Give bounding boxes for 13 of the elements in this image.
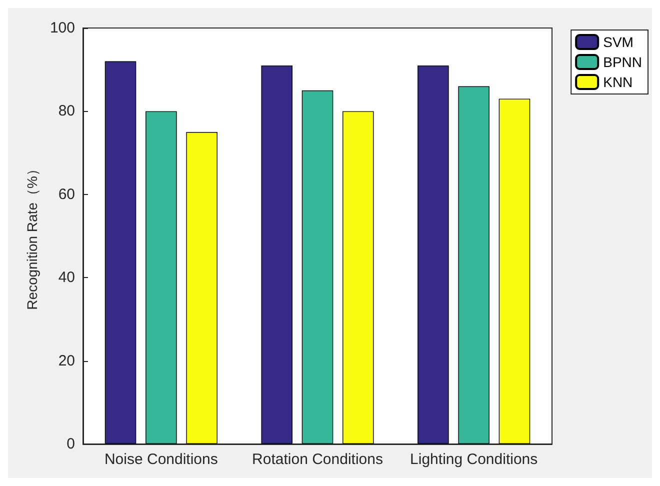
y-tick-label: 40 — [58, 269, 75, 286]
y-tick-label: 80 — [58, 102, 75, 120]
x-tick-label: Noise Conditions — [104, 451, 218, 468]
x-tick-label: Rotation Conditions — [252, 451, 383, 468]
x-tick-label: Lighting Conditions — [410, 451, 538, 468]
y-tick-label: 0 — [66, 436, 75, 452]
y-tick-label: 60 — [58, 186, 75, 203]
y-axis-title: Recognition Rate（%） — [24, 162, 40, 310]
y-tick-label: 100 — [50, 20, 75, 36]
legend-label: SVM — [603, 34, 634, 50]
legend-label: KNN — [603, 74, 633, 90]
y-tick-label: 20 — [58, 352, 75, 370]
legend-label: BPNN — [603, 54, 642, 70]
